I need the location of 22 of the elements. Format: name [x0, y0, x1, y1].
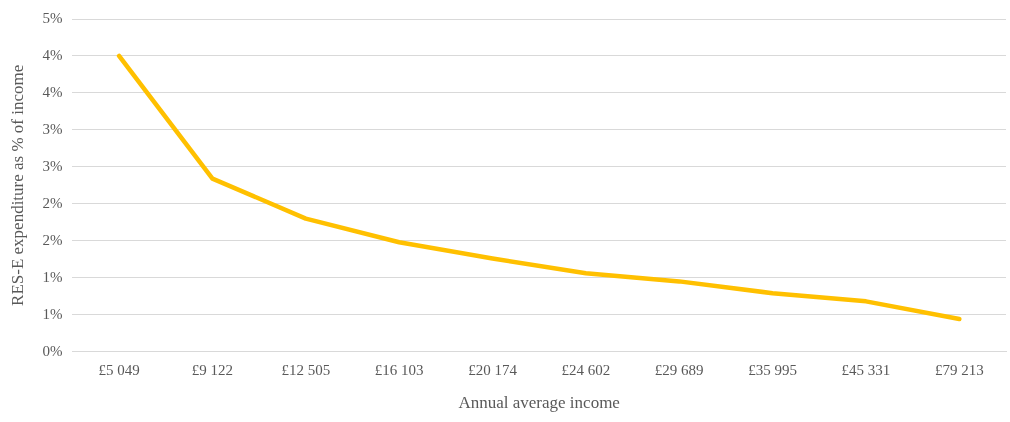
y-tick-label: 1%	[42, 305, 63, 322]
x-tick-label: £20 174	[468, 361, 518, 378]
y-tick-label: 2%	[42, 194, 63, 211]
x-tick-label: £9 122	[191, 361, 234, 378]
y-tick-label: 2%	[42, 231, 63, 248]
x-axis-title: Annual average income	[458, 393, 620, 413]
y-tick-label: 5%	[42, 9, 63, 26]
x-tick-label: £29 689	[654, 361, 704, 378]
x-tick-label: £24 602	[561, 361, 611, 378]
x-tick-label: £45 331	[841, 361, 891, 378]
y-tick-label: 4%	[42, 83, 63, 100]
y-tick-label: 4%	[42, 46, 63, 63]
x-tick-label: £79 213	[934, 361, 984, 378]
y-tick-label: 1%	[42, 268, 63, 285]
x-tick-label: £5 049	[98, 361, 140, 378]
y-axis-title: RES-E expenditure as % of income	[7, 64, 27, 306]
y-tick-label: 0%	[42, 342, 63, 359]
y-tick-label: 3%	[42, 157, 63, 174]
x-tick-label: £12 505	[281, 361, 331, 378]
x-tick-label: £35 995	[748, 361, 797, 378]
x-tick-label: £16 103	[374, 361, 424, 378]
y-tick-label: 3%	[42, 120, 63, 137]
